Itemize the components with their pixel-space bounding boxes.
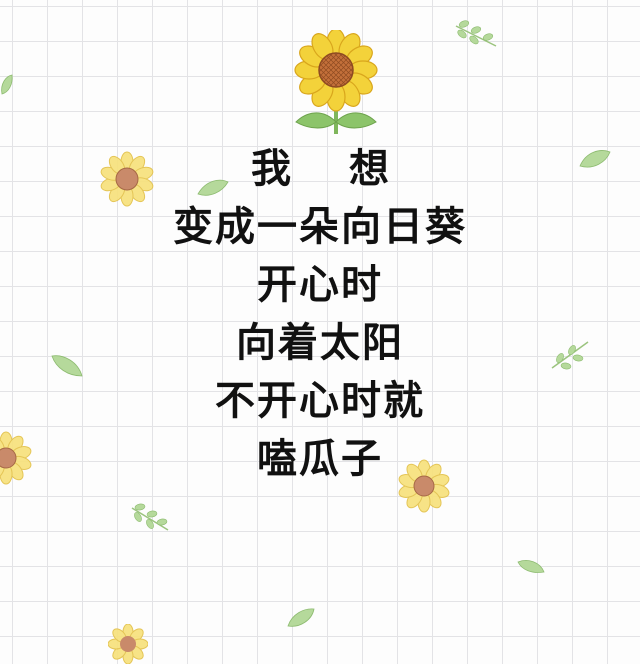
small-sunflower-icon [100,151,154,207]
leaf-icon [517,560,545,573]
poem-line: 向着太阳 [236,320,404,366]
poem-line: 我 想 [251,146,411,192]
leaf-sprig-icon [551,341,589,370]
poem-text: 我 想 变成一朵向日葵 开心时 向着太阳 不开心时就 嗑瓜子 [0,140,640,488]
leaf-sprig-icon [455,20,497,47]
leaf-sprig-icon [131,503,169,531]
leaf-icon [1,74,13,95]
small-sunflower-icon [108,624,148,664]
small-sunflower-icon [0,431,32,485]
small-sunflower-icon [398,459,450,513]
poem-line: 开心时 [257,262,383,308]
poem-line: 嗑瓜子 [257,436,383,482]
poem-line: 变成一朵向日葵 [173,204,467,250]
leaf-icon [579,150,611,168]
leaf-icon [197,179,229,196]
leaf-icon [51,355,83,377]
poem-line: 不开心时就 [215,378,425,424]
sunflower-with-leaves-icon [294,30,378,134]
leaf-icon [287,608,315,627]
